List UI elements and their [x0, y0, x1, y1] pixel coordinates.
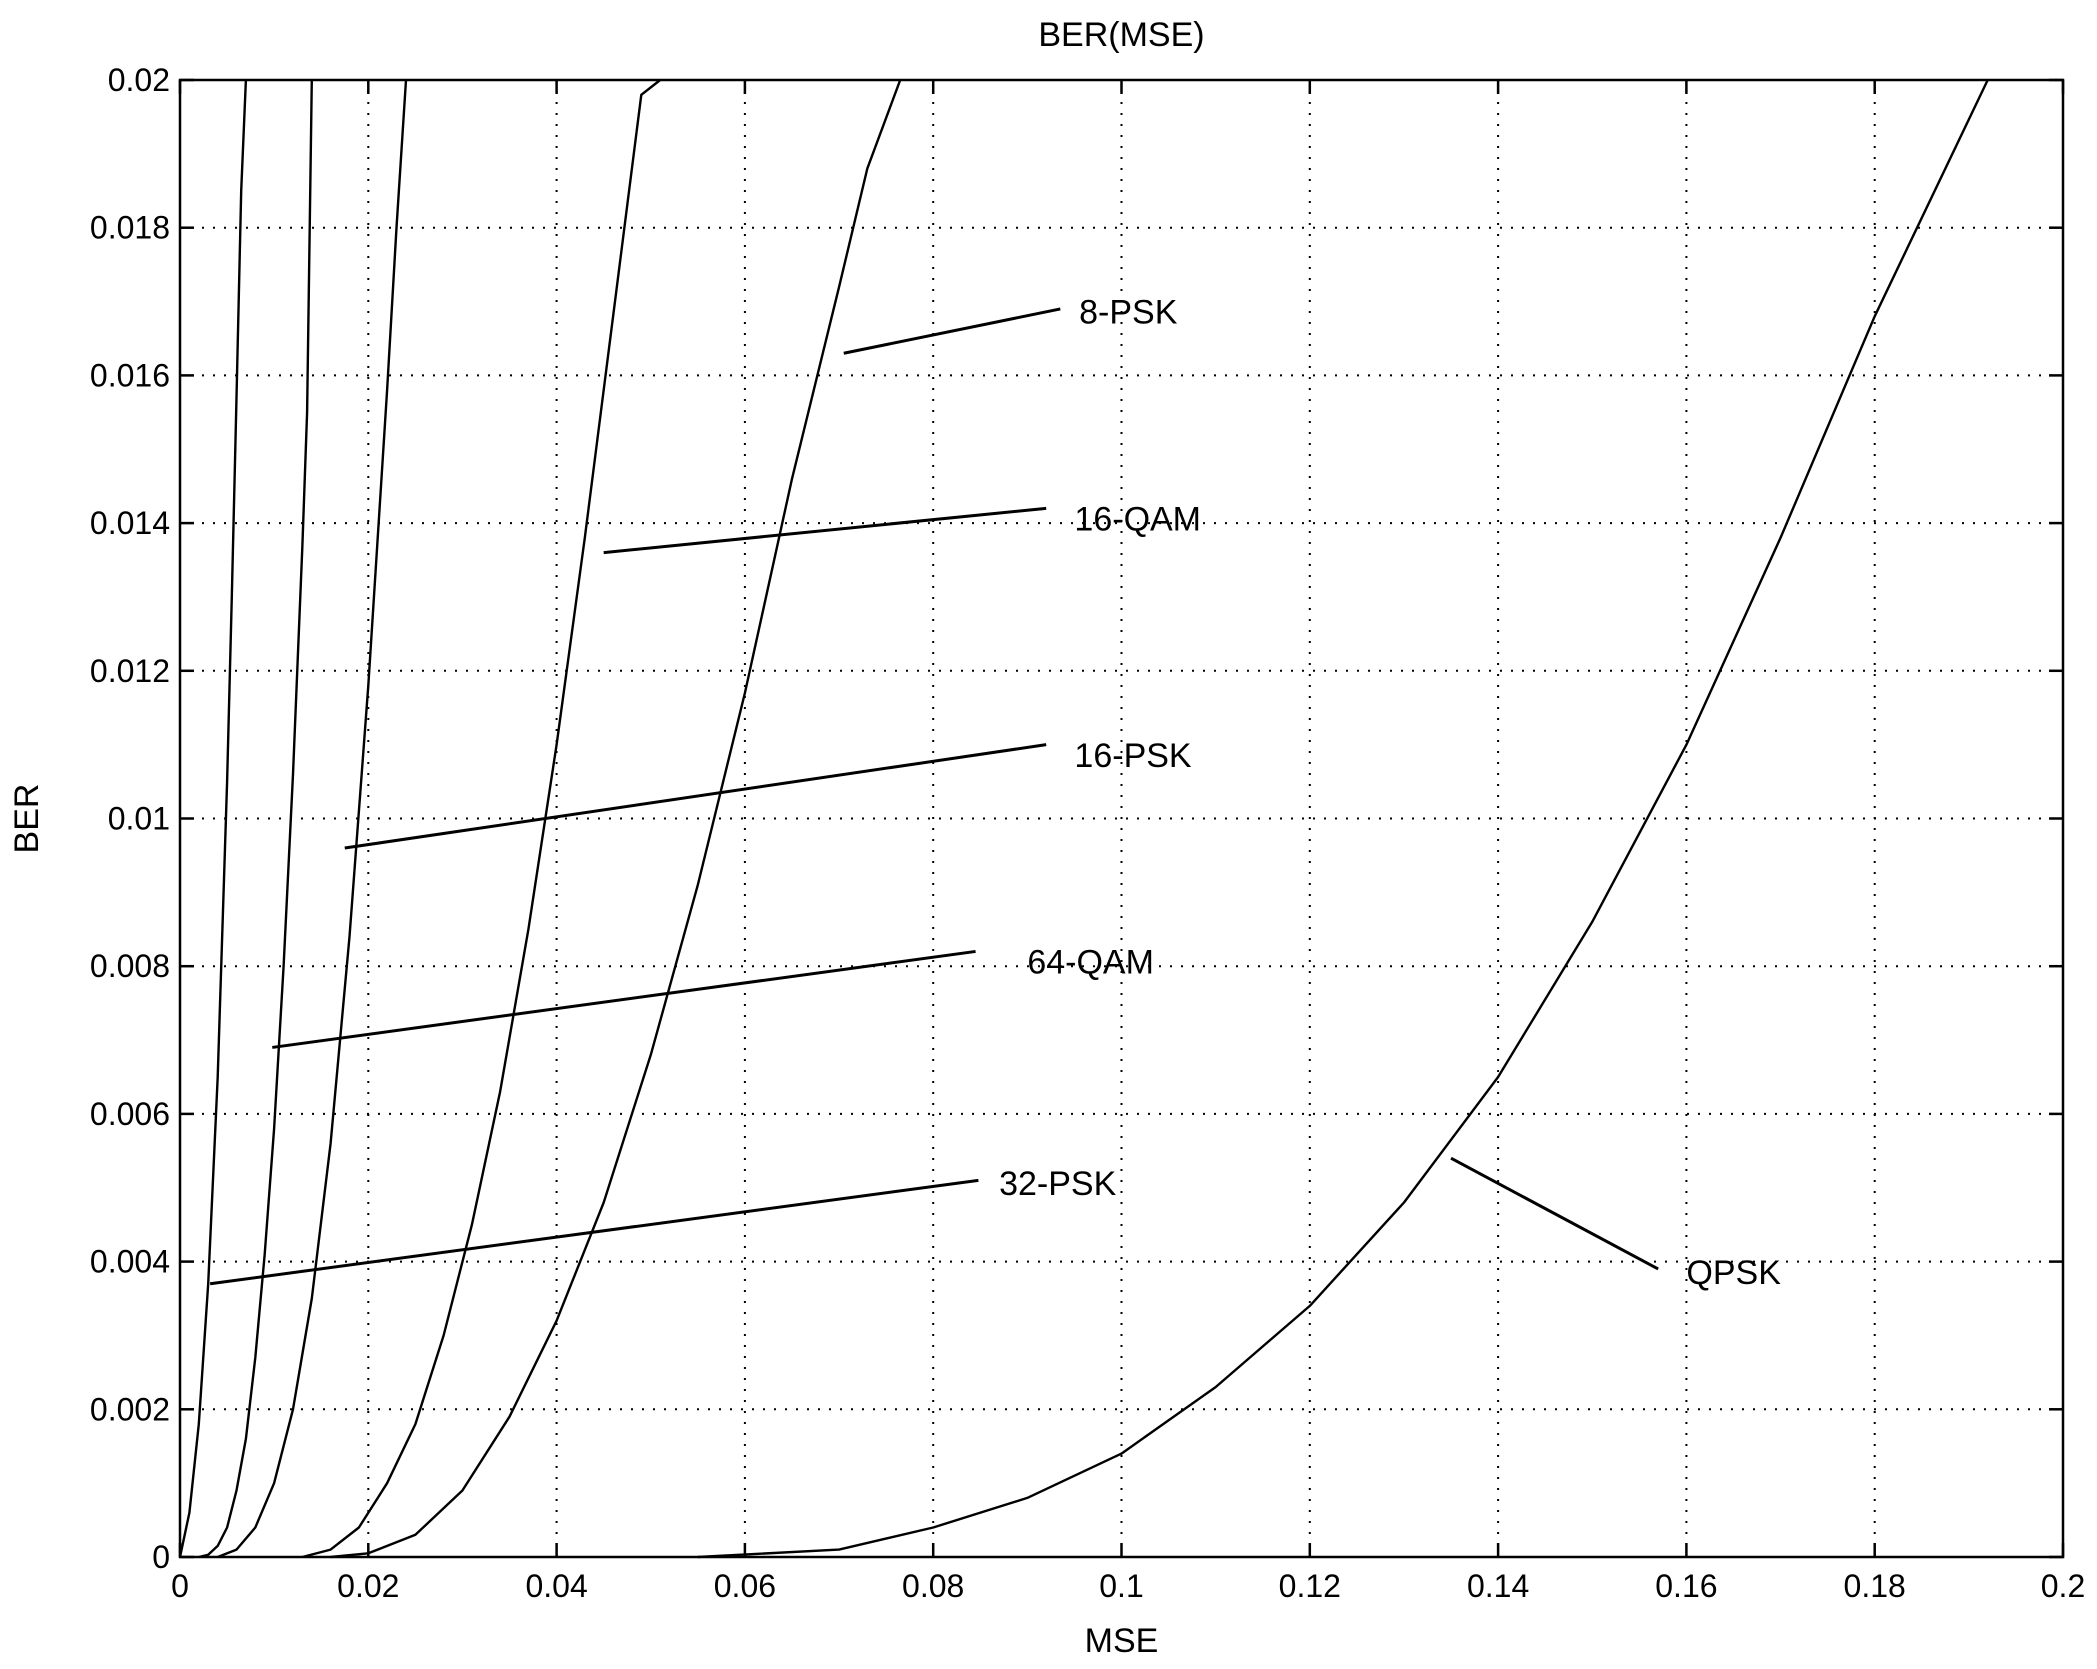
annotation-leader-line — [843, 307, 1061, 355]
x-tick-label: 0 — [171, 1568, 189, 1604]
series-line-3 — [217, 79, 408, 1559]
y-tick-label: 0.004 — [90, 1244, 170, 1280]
y-tick-label: 0.012 — [90, 653, 170, 689]
y-axis-label: BER — [8, 784, 46, 854]
y-tick-label: 0.006 — [90, 1096, 170, 1132]
y-tick-label: 0 — [152, 1539, 170, 1575]
series-line-6 — [697, 79, 1989, 1559]
y-tick-label: 0.002 — [90, 1391, 170, 1427]
y-tick-label: 0.02 — [108, 62, 170, 98]
series-line-1 — [178, 79, 248, 1558]
x-tick-label: 0.1 — [1099, 1568, 1143, 1604]
annotation-label: 8-PSK — [1079, 294, 1178, 332]
x-tick-label: 0.14 — [1467, 1568, 1529, 1604]
y-tick-label: 0.01 — [108, 801, 170, 837]
annotation-leader-line — [209, 1178, 979, 1286]
x-tick-label: 0.02 — [337, 1568, 399, 1604]
x-tick-label: 0.16 — [1655, 1568, 1717, 1604]
series-line-2 — [198, 79, 313, 1559]
y-tick-label: 0.014 — [90, 505, 170, 541]
annotation-label: 32-PSK — [999, 1165, 1116, 1203]
x-tick-label: 0.04 — [525, 1568, 587, 1604]
series-line-4 — [302, 79, 661, 1559]
x-tick-label: 0.12 — [1279, 1568, 1341, 1604]
series-layer — [178, 79, 1989, 1559]
chart-title: BER(MSE) — [1038, 16, 1204, 54]
annotation-label: QPSK — [1686, 1254, 1781, 1292]
annotation-label: 16-PSK — [1074, 737, 1191, 775]
series-line-5 — [330, 79, 902, 1559]
y-tick-label: 0.018 — [90, 210, 170, 246]
annotation-leader-line — [1450, 1156, 1659, 1271]
x-axis-label: MSE — [1085, 1622, 1159, 1660]
annotation-leader-line — [272, 949, 976, 1049]
annotation-layer: 8-PSK 16-QAM 16-PSK 64-QAM 32-PSK QPSK — [209, 294, 1781, 1292]
annotation-label: 64-QAM — [1027, 944, 1154, 982]
y-tick-label: 0.008 — [90, 948, 170, 984]
x-tick-label: 0.08 — [902, 1568, 964, 1604]
x-tick-label: 0.06 — [714, 1568, 776, 1604]
annotation-leader-line — [344, 743, 1047, 850]
x-tick-label: 0.2 — [2041, 1568, 2085, 1604]
annotation-label: 16-QAM — [1074, 500, 1201, 538]
y-tick-label: 0.016 — [90, 357, 170, 393]
grid-layer — [180, 80, 2063, 1557]
tick-layer: 0 0.02 0.04 0.06 0.08 0.1 0.12 0.14 0.16 0.18 0.2 0… — [90, 62, 2085, 1604]
x-tick-label: 0.18 — [1844, 1568, 1906, 1604]
annotation-leader-line — [603, 506, 1047, 555]
